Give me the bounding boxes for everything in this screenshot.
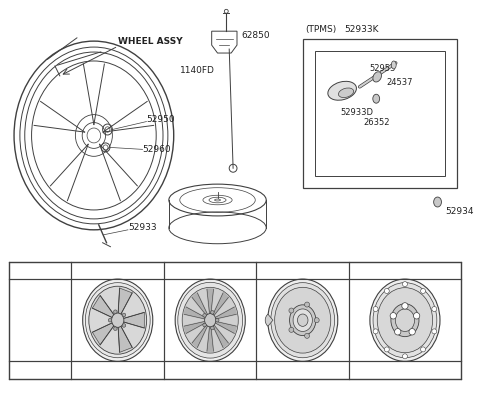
Ellipse shape [328,81,357,100]
Ellipse shape [268,279,338,361]
Bar [9,262,461,379]
Text: 52910-1U185: 52910-1U185 [276,365,330,374]
Circle shape [289,327,294,333]
Circle shape [211,326,214,330]
Circle shape [420,289,426,293]
Circle shape [373,306,378,311]
Text: (TPMS): (TPMS) [305,25,336,34]
Polygon shape [118,326,132,352]
Polygon shape [216,307,236,319]
Text: 62850: 62850 [241,31,269,39]
Circle shape [305,333,310,338]
Text: PNC: PNC [31,266,49,275]
Polygon shape [184,322,205,333]
Circle shape [403,354,408,359]
Text: 52910-0W910: 52910-0W910 [377,365,433,374]
Bar [303,39,457,188]
Circle shape [108,318,112,322]
Ellipse shape [396,309,415,331]
Circle shape [432,329,437,334]
Ellipse shape [275,287,331,353]
Text: 52933: 52933 [128,223,156,232]
Text: 52910-2P185: 52910-2P185 [183,365,237,374]
Circle shape [114,310,117,313]
Text: 52934: 52934 [445,208,474,217]
Text: 52950: 52950 [146,115,175,124]
Ellipse shape [433,197,442,207]
Text: 52960: 52960 [143,145,171,154]
Bar [9,262,461,379]
Wedge shape [265,314,273,326]
Circle shape [402,303,408,309]
Text: 24537: 24537 [386,78,412,88]
Ellipse shape [373,282,437,358]
Ellipse shape [391,61,396,69]
Ellipse shape [89,286,147,354]
Circle shape [432,306,437,311]
Circle shape [390,313,396,319]
Ellipse shape [111,313,124,327]
Text: 52933D: 52933D [340,108,373,117]
Ellipse shape [182,287,238,353]
Circle shape [314,318,319,323]
Polygon shape [118,288,132,314]
Circle shape [122,324,126,327]
Circle shape [122,313,126,317]
Ellipse shape [175,279,245,361]
Polygon shape [207,289,214,314]
Circle shape [413,313,420,319]
Bar [315,51,445,176]
Polygon shape [184,307,205,319]
Text: 52910-2P175: 52910-2P175 [91,365,144,374]
Ellipse shape [370,279,440,361]
Polygon shape [123,313,144,328]
Ellipse shape [83,279,153,361]
Ellipse shape [391,304,419,337]
Polygon shape [207,327,214,351]
Text: 26352: 26352 [363,118,390,127]
Ellipse shape [373,94,380,103]
Circle shape [395,328,401,335]
Ellipse shape [377,288,432,353]
Ellipse shape [289,305,316,336]
Ellipse shape [204,313,216,327]
Polygon shape [192,293,207,315]
Text: ILLUST: ILLUST [25,316,55,325]
Circle shape [305,302,310,307]
Circle shape [289,308,294,313]
Polygon shape [92,295,114,317]
Ellipse shape [85,282,150,358]
Ellipse shape [373,72,382,82]
Polygon shape [92,323,114,345]
Text: 52910B: 52910B [193,266,228,275]
Text: 52910F: 52910F [388,266,422,275]
Ellipse shape [178,282,243,358]
Ellipse shape [271,282,335,358]
Circle shape [420,347,426,352]
Ellipse shape [298,314,308,326]
Ellipse shape [338,88,354,98]
Circle shape [403,282,408,287]
Polygon shape [213,325,228,348]
Ellipse shape [293,309,312,331]
Text: 52933K: 52933K [344,25,379,34]
Circle shape [114,327,117,330]
Circle shape [203,313,206,317]
Circle shape [409,328,415,335]
Text: 1140FD: 1140FD [180,66,215,75]
Circle shape [203,323,206,327]
Polygon shape [192,325,207,348]
Text: P/NO: P/NO [29,365,51,374]
Text: WHEEL ASSY: WHEEL ASSY [118,37,183,46]
Polygon shape [216,322,236,333]
Circle shape [384,289,389,293]
Circle shape [373,329,378,334]
Text: 52953: 52953 [370,64,396,73]
Circle shape [211,311,214,314]
Circle shape [216,318,219,322]
Polygon shape [213,293,228,315]
Circle shape [384,347,389,352]
